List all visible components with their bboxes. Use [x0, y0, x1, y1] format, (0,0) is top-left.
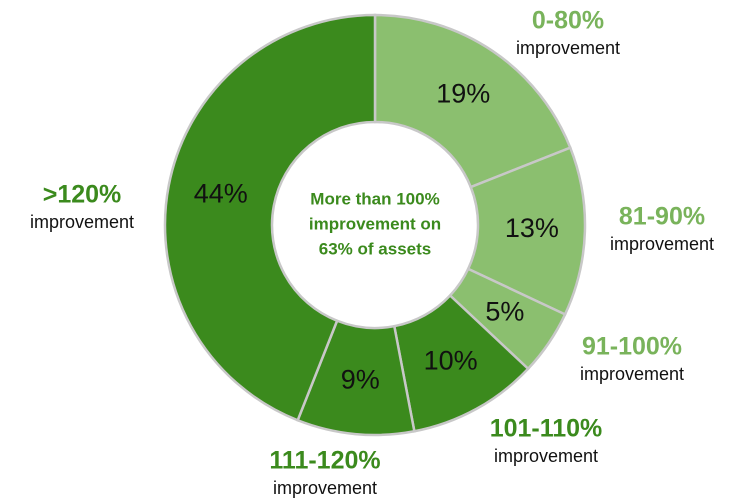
category-sublabel: improvement — [273, 478, 377, 498]
category-sublabel: improvement — [494, 446, 598, 466]
value-label: 9% — [341, 364, 380, 394]
category-label: >120% — [43, 181, 122, 209]
center-text: 63% of assets — [319, 239, 431, 258]
category-sublabel: improvement — [610, 234, 714, 254]
value-label: 10% — [424, 346, 478, 376]
category-label: 81-90% — [619, 203, 705, 231]
category-label: 101-110% — [490, 415, 603, 443]
category-label: 0-80% — [532, 7, 604, 35]
donut-slice — [466, 146, 587, 317]
center-text: More than 100% — [310, 189, 439, 208]
value-label: 5% — [485, 296, 524, 326]
donut-slice — [163, 13, 377, 422]
category-label: 91-100% — [582, 333, 682, 361]
donut-slice — [373, 13, 572, 189]
category-sublabel: improvement — [580, 364, 684, 384]
category-label: 111-120% — [269, 447, 380, 475]
center-text: improvement on — [309, 214, 441, 233]
value-label: 13% — [505, 213, 559, 243]
value-label: 19% — [436, 78, 490, 108]
value-label: 44% — [194, 179, 248, 209]
category-sublabel: improvement — [516, 38, 620, 58]
category-sublabel: improvement — [30, 212, 134, 232]
